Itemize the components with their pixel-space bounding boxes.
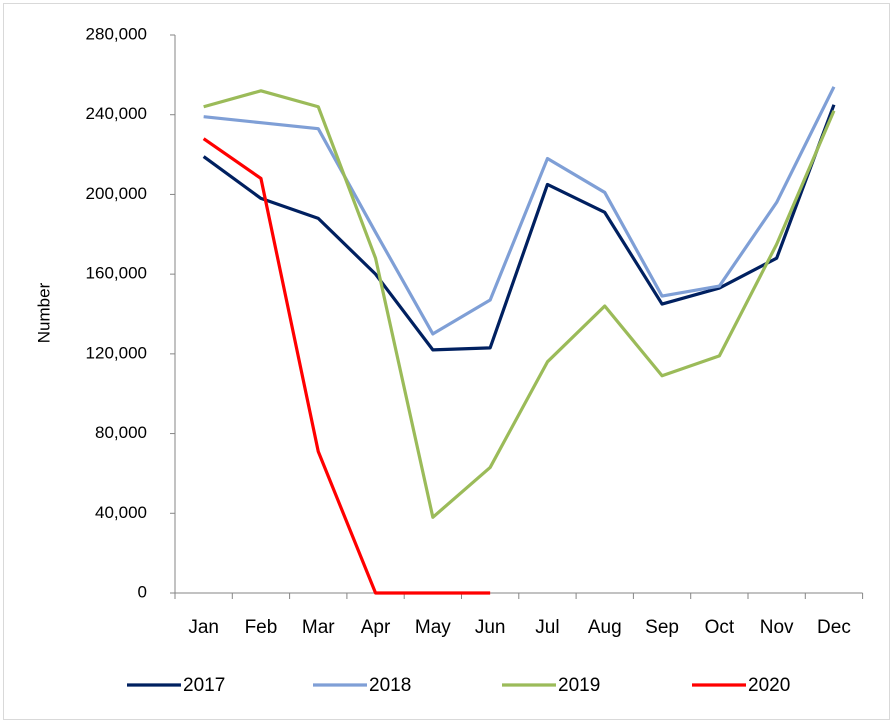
x-tick-label: Mar: [302, 617, 335, 638]
x-tick-label: Apr: [361, 617, 391, 638]
y-tick-label: 0: [138, 582, 147, 601]
legend-label: 2017: [183, 675, 225, 696]
x-tick-label: May: [415, 617, 451, 638]
y-tick-label: 240,000: [86, 104, 147, 123]
series-line: [202, 104, 836, 352]
y-axis-label: Number: [34, 282, 53, 343]
x-tick-label: Jan: [188, 617, 219, 638]
x-tick-label: Feb: [245, 617, 278, 638]
x-tick-label: Dec: [817, 617, 851, 638]
x-tick-label: Jun: [475, 617, 506, 638]
legend-label: 2020: [748, 675, 790, 696]
x-tick-label: Jul: [535, 617, 559, 638]
y-tick-label: 200,000: [86, 184, 147, 203]
y-tick-label: 160,000: [86, 264, 147, 283]
y-tick-label: 40,000: [95, 503, 147, 522]
y-tick-label: 280,000: [86, 24, 147, 43]
x-tick-label: Aug: [588, 617, 622, 638]
series-line: [202, 137, 491, 595]
x-tick-label: Sep: [645, 617, 679, 638]
legend-label: 2019: [558, 675, 600, 696]
series-line: [203, 89, 836, 519]
chart-border: [3, 3, 890, 720]
y-tick-label: 120,000: [86, 343, 147, 362]
x-tick-label: Oct: [705, 617, 735, 638]
y-tick-label: 80,000: [95, 423, 147, 442]
legend-label: 2018: [369, 675, 411, 696]
series-line: [203, 86, 836, 336]
x-tick-label: Nov: [760, 617, 794, 638]
